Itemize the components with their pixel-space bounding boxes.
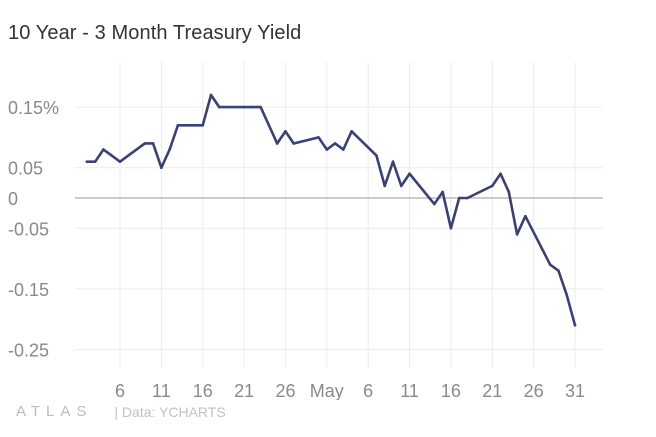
x-tick-label: 6 — [363, 381, 373, 400]
data-point — [342, 148, 345, 151]
x-tick-label: 11 — [400, 381, 419, 400]
data-point — [209, 93, 213, 97]
yield-series-line — [85, 93, 577, 327]
y-tick-label: 0.05 — [8, 159, 43, 179]
y-tick-label: 0 — [8, 189, 18, 209]
y-tick-label: 0.15% — [8, 98, 59, 118]
data-point — [441, 190, 444, 194]
data-point — [201, 123, 205, 127]
data-point — [317, 136, 320, 139]
data-point — [466, 196, 469, 200]
data-source-credit: | Data: YCHARTS — [114, 403, 226, 420]
data-point — [168, 148, 171, 151]
data-point — [557, 269, 560, 273]
data-point — [433, 202, 436, 206]
chart-footer: ATLAS | Data: YCHARTS — [16, 403, 226, 420]
data-point — [457, 196, 461, 200]
atlas-logo: ATLAS — [16, 403, 93, 420]
data-point — [193, 123, 196, 127]
data-point — [217, 105, 221, 109]
data-point — [333, 142, 337, 145]
data-point — [284, 130, 287, 133]
x-tick-label: 21 — [482, 381, 502, 400]
x-tick-label: 26 — [524, 381, 544, 400]
y-tick-label: -0.05 — [8, 219, 49, 239]
data-point — [375, 154, 378, 157]
x-tick-label: 11 — [152, 381, 171, 400]
y-tick-label: -0.15 — [8, 280, 49, 300]
data-point — [383, 184, 387, 188]
data-point — [85, 160, 89, 163]
y-axis-tick-labels: 0.15% 0.05 0 -0.05 -0.15 -0.25 — [8, 98, 59, 360]
data-point — [110, 154, 114, 157]
data-point — [350, 130, 353, 133]
data-point — [118, 160, 122, 163]
data-point — [449, 227, 453, 230]
vertical-gridlines — [119, 62, 576, 368]
data-point — [399, 184, 403, 188]
data-point — [573, 323, 577, 327]
data-point — [325, 148, 329, 151]
data-point — [490, 184, 494, 188]
data-point — [143, 142, 147, 145]
x-tick-label: 31 — [565, 381, 585, 400]
data-point — [565, 293, 569, 297]
data-point — [275, 142, 279, 145]
x-tick-label: 16 — [193, 381, 213, 400]
data-point — [176, 123, 180, 127]
data-point — [259, 105, 262, 109]
data-point — [160, 166, 163, 169]
data-point — [515, 233, 519, 236]
x-tick-label: 21 — [234, 381, 254, 400]
x-axis-tick-labels: 6 11 16 21 26 May 6 11 16 21 26 31 — [115, 381, 585, 400]
data-point — [151, 142, 155, 145]
data-point — [524, 214, 527, 218]
data-point — [391, 160, 395, 163]
data-point — [408, 172, 411, 176]
data-point — [548, 263, 552, 266]
line-chart: 0.15% 0.05 0 -0.05 -0.15 -0.25 6 11 16 21 26 May 6 1… — [8, 62, 603, 400]
data-point — [93, 160, 97, 163]
data-point — [292, 142, 296, 145]
chart-title: 10 Year - 3 Month Treasury Yield — [8, 22, 302, 44]
y-tick-label: -0.25 — [8, 341, 49, 361]
data-point — [251, 105, 254, 109]
x-tick-label: 6 — [115, 381, 125, 400]
data-point — [499, 172, 502, 176]
data-point — [507, 190, 511, 194]
x-tick-label: 16 — [441, 381, 461, 400]
x-tick-label: 26 — [275, 381, 295, 400]
x-tick-label: May — [310, 381, 344, 400]
yield-data-points — [85, 93, 577, 327]
data-point — [102, 148, 105, 151]
